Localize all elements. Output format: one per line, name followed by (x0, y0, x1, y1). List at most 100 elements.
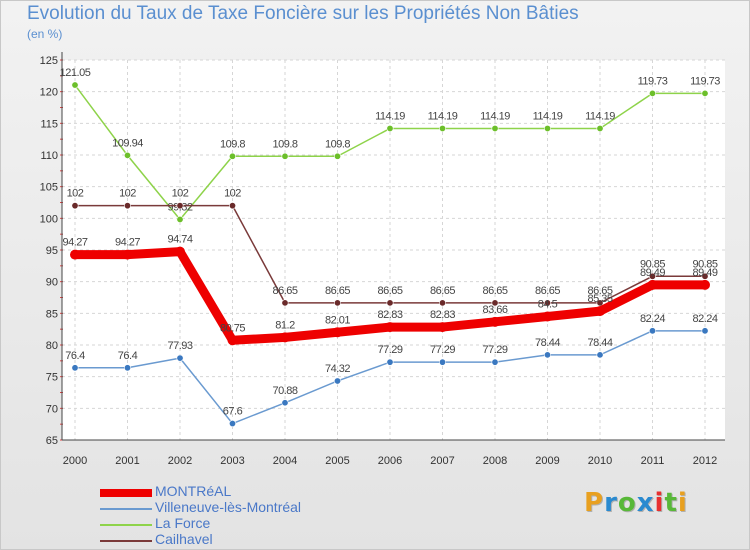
data-point-la-force (491, 124, 499, 132)
data-point-la-force (701, 89, 709, 97)
data-point-la-force (596, 124, 604, 132)
data-label-la-force: 114.19 (375, 110, 405, 122)
data-label-la-force: 109.8 (325, 138, 350, 150)
data-label-la-force: 109.8 (220, 138, 245, 150)
data-point-montr-al (437, 322, 448, 333)
data-point-montr-al (227, 335, 238, 346)
legend-label: Cailhavel (155, 531, 213, 547)
data-point-cailhavel (281, 299, 289, 307)
x-tick-label: 2003 (220, 455, 244, 467)
data-label-la-force: 121.05 (60, 67, 91, 79)
data-point-la-force (333, 152, 341, 160)
legend-item-montr-al: MONTRéAL (100, 483, 340, 500)
data-label-villeneuve-l-s-montr-al: 77.29 (377, 344, 402, 356)
y-tick-label: 105 (40, 182, 58, 194)
data-point-cailhavel (333, 299, 341, 307)
data-label-cailhavel: 86.65 (587, 285, 612, 297)
chart-title: Evolution du Taux de Taxe Foncière sur l… (27, 3, 579, 24)
data-point-la-force (124, 151, 132, 159)
data-point-cailhavel (229, 202, 237, 210)
y-tick-label: 100 (40, 213, 58, 225)
data-label-montr-al: 89.49 (692, 267, 717, 279)
chart-legend: MONTRéAL Villeneuve-lès-Montréal La Force C… (100, 483, 340, 548)
data-point-montr-al (542, 311, 553, 322)
y-tick-label: 110 (40, 150, 58, 162)
data-label-villeneuve-l-s-montr-al: 74.32 (325, 363, 350, 375)
data-label-villeneuve-l-s-montr-al: 77.29 (482, 344, 507, 356)
chart-subtitle: (en %) (27, 27, 63, 41)
data-label-cailhavel: 102 (172, 188, 189, 200)
data-label-cailhavel: 90.85 (692, 258, 717, 270)
data-label-la-force: 109.8 (272, 138, 297, 150)
data-point-montr-al (175, 246, 185, 257)
y-tick-label: 90 (46, 277, 58, 289)
data-label-montr-al: 82.83 (430, 309, 455, 321)
data-point-cailhavel (71, 202, 79, 210)
legend-swatch (100, 540, 152, 542)
y-tick-label: 120 (40, 87, 58, 99)
data-point-la-force (543, 124, 551, 132)
legend-item-la-force: La Force (100, 515, 340, 532)
y-tick-label: 75 (46, 372, 58, 384)
data-point-villeneuve-l-s-montr-al (176, 354, 184, 362)
legend-label: Villeneuve-lès-Montréal (155, 499, 302, 515)
x-tick-label: 2008 (483, 455, 507, 467)
data-label-la-force: 114.19 (480, 110, 510, 122)
data-point-montr-al (122, 249, 133, 260)
data-point-villeneuve-l-s-montr-al (124, 364, 132, 372)
data-point-villeneuve-l-s-montr-al (438, 358, 446, 366)
y-tick-label: 115 (40, 118, 58, 130)
data-point-villeneuve-l-s-montr-al (333, 377, 341, 385)
x-tick-label: 2012 (693, 455, 717, 467)
y-tick-label: 95 (46, 245, 58, 257)
data-point-montr-al (700, 279, 710, 290)
data-label-la-force: 114.19 (533, 110, 563, 122)
x-tick-label: 2009 (535, 455, 559, 467)
data-label-villeneuve-l-s-montr-al: 77.29 (430, 344, 455, 356)
data-point-villeneuve-l-s-montr-al (491, 358, 499, 366)
data-point-villeneuve-l-s-montr-al (648, 327, 656, 335)
x-tick-label: 2011 (641, 455, 665, 467)
data-label-cailhavel: 90.85 (640, 258, 665, 270)
data-label-montr-al: 94.27 (62, 237, 87, 249)
data-label-la-force: 109.94 (112, 137, 143, 149)
data-label-cailhavel: 86.65 (272, 285, 297, 297)
data-label-montr-al: 94.27 (115, 237, 140, 249)
data-label-villeneuve-l-s-montr-al: 70.88 (272, 385, 297, 397)
legend-label: MONTRéAL (155, 483, 232, 499)
data-label-cailhavel: 102 (224, 188, 241, 200)
legend-swatch (100, 524, 152, 526)
data-label-villeneuve-l-s-montr-al: 82.24 (640, 313, 665, 325)
y-tick-label: 65 (46, 435, 58, 447)
data-point-cailhavel (596, 299, 604, 307)
data-point-cailhavel (124, 202, 132, 210)
data-label-villeneuve-l-s-montr-al: 67.6 (223, 406, 243, 418)
data-point-cailhavel (176, 202, 184, 210)
data-label-cailhavel: 86.65 (430, 285, 455, 297)
data-point-montr-al (332, 327, 343, 338)
data-label-villeneuve-l-s-montr-al: 76.4 (65, 350, 85, 362)
data-point-villeneuve-l-s-montr-al (386, 358, 394, 366)
legend-label: La Force (155, 515, 211, 531)
data-label-cailhavel: 102 (67, 188, 84, 200)
proxiti-logo: Proxiti (584, 488, 688, 518)
data-label-montr-al: 84.5 (538, 299, 558, 311)
data-label-cailhavel: 86.65 (377, 285, 402, 297)
legend-swatch (100, 489, 152, 497)
data-point-montr-al (70, 249, 80, 260)
data-point-villeneuve-l-s-montr-al (71, 364, 79, 372)
data-label-montr-al: 94.74 (167, 234, 192, 246)
data-point-la-force (71, 81, 79, 89)
data-label-cailhavel: 102 (119, 188, 136, 200)
y-tick-label: 80 (46, 340, 58, 352)
data-point-villeneuve-l-s-montr-al (701, 327, 709, 335)
data-point-montr-al (490, 316, 500, 327)
x-tick-label: 2001 (115, 455, 139, 467)
data-point-cailhavel (386, 299, 394, 307)
data-label-villeneuve-l-s-montr-al: 78.44 (535, 337, 560, 349)
data-label-la-force: 119.73 (638, 75, 668, 87)
data-point-villeneuve-l-s-montr-al (229, 420, 237, 428)
data-label-montr-al: 82.83 (377, 309, 402, 321)
x-tick-label: 2004 (273, 455, 297, 467)
